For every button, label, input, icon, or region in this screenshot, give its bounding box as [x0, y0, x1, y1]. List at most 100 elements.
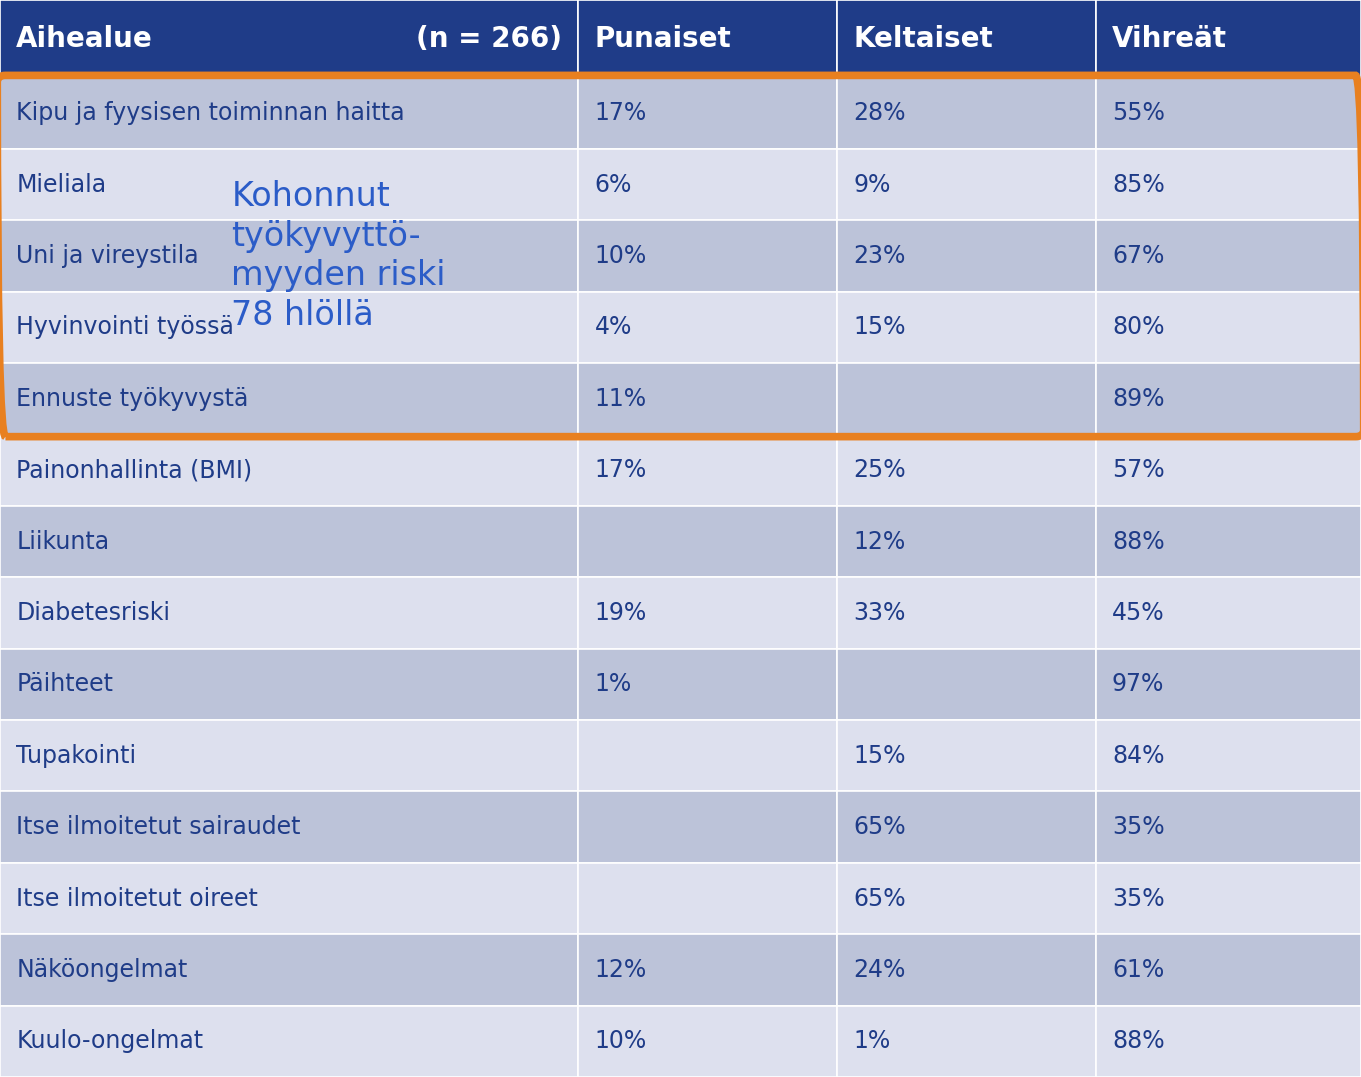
- Text: 23%: 23%: [853, 244, 905, 268]
- Bar: [0, 721, 578, 792]
- Bar: [578, 292, 837, 363]
- Text: Kohonnut
työkyvyttö-
myyden riski
78 hlöllä: Kohonnut työkyvyttö- myyden riski 78 hlö…: [231, 180, 446, 332]
- Bar: [837, 721, 1096, 792]
- Bar: [837, 221, 1096, 292]
- Text: 11%: 11%: [595, 387, 646, 410]
- Text: 33%: 33%: [853, 601, 905, 625]
- Text: 88%: 88%: [1112, 1030, 1165, 1053]
- Bar: [837, 577, 1096, 648]
- Bar: [578, 363, 837, 434]
- Text: 85%: 85%: [1112, 172, 1165, 197]
- Text: Uni ja vireystila: Uni ja vireystila: [16, 244, 199, 268]
- Text: Aihealue: Aihealue: [16, 25, 152, 53]
- Text: Punaiset: Punaiset: [595, 25, 731, 53]
- Bar: [1096, 863, 1361, 934]
- Text: 88%: 88%: [1112, 530, 1165, 554]
- Bar: [0, 0, 578, 78]
- Text: Painonhallinta (BMI): Painonhallinta (BMI): [16, 458, 252, 482]
- Bar: [578, 648, 837, 721]
- Bar: [1096, 506, 1361, 577]
- Text: 35%: 35%: [1112, 886, 1165, 910]
- Text: 45%: 45%: [1112, 601, 1165, 625]
- Bar: [837, 292, 1096, 363]
- Bar: [1096, 577, 1361, 648]
- Text: 55%: 55%: [1112, 101, 1165, 125]
- Text: Keltaiset: Keltaiset: [853, 25, 994, 53]
- Text: 65%: 65%: [853, 815, 906, 839]
- Text: 6%: 6%: [595, 172, 632, 197]
- Bar: [0, 577, 578, 648]
- Bar: [578, 0, 837, 78]
- Text: Itse ilmoitetut oireet: Itse ilmoitetut oireet: [16, 886, 259, 910]
- Text: 97%: 97%: [1112, 672, 1164, 697]
- Bar: [1096, 149, 1361, 221]
- Bar: [578, 577, 837, 648]
- Text: 57%: 57%: [1112, 458, 1165, 482]
- Bar: [1096, 792, 1361, 863]
- Bar: [1096, 221, 1361, 292]
- Text: (n = 266): (n = 266): [416, 25, 562, 53]
- Bar: [837, 506, 1096, 577]
- Text: 1%: 1%: [853, 1030, 890, 1053]
- Bar: [1096, 1006, 1361, 1077]
- Text: 15%: 15%: [853, 316, 906, 339]
- Text: 25%: 25%: [853, 458, 906, 482]
- Bar: [0, 221, 578, 292]
- Bar: [837, 1006, 1096, 1077]
- Text: Ennuste työkyvystä: Ennuste työkyvystä: [16, 387, 249, 410]
- Bar: [1096, 0, 1361, 78]
- Bar: [1096, 292, 1361, 363]
- Text: 4%: 4%: [595, 316, 632, 339]
- Text: 61%: 61%: [1112, 957, 1164, 982]
- Text: 12%: 12%: [595, 957, 646, 982]
- Bar: [578, 221, 837, 292]
- Bar: [578, 863, 837, 934]
- Bar: [0, 292, 578, 363]
- Text: Tupakointi: Tupakointi: [16, 744, 136, 768]
- Text: Kuulo-ongelmat: Kuulo-ongelmat: [16, 1030, 203, 1053]
- Bar: [578, 1006, 837, 1077]
- Bar: [0, 149, 578, 221]
- Bar: [837, 78, 1096, 149]
- Text: Vihreät: Vihreät: [1112, 25, 1226, 53]
- Bar: [1096, 934, 1361, 1006]
- Bar: [837, 0, 1096, 78]
- Bar: [578, 434, 837, 506]
- Text: Päihteet: Päihteet: [16, 672, 113, 697]
- Text: Mieliala: Mieliala: [16, 172, 106, 197]
- Bar: [578, 506, 837, 577]
- Bar: [1096, 78, 1361, 149]
- Text: 10%: 10%: [595, 244, 646, 268]
- Bar: [0, 506, 578, 577]
- Text: 9%: 9%: [853, 172, 890, 197]
- Text: Diabetesriski: Diabetesriski: [16, 601, 170, 625]
- Bar: [837, 934, 1096, 1006]
- Text: Liikunta: Liikunta: [16, 530, 109, 554]
- Bar: [1096, 721, 1361, 792]
- Text: 19%: 19%: [595, 601, 646, 625]
- Text: 80%: 80%: [1112, 316, 1165, 339]
- Text: 89%: 89%: [1112, 387, 1165, 410]
- Text: 10%: 10%: [595, 1030, 646, 1053]
- Text: Itse ilmoitetut sairaudet: Itse ilmoitetut sairaudet: [16, 815, 301, 839]
- Text: 24%: 24%: [853, 957, 905, 982]
- Text: 65%: 65%: [853, 886, 906, 910]
- Text: 35%: 35%: [1112, 815, 1165, 839]
- Bar: [0, 363, 578, 434]
- Bar: [578, 792, 837, 863]
- Bar: [0, 434, 578, 506]
- Bar: [837, 648, 1096, 721]
- Text: Hyvinvointi työssä: Hyvinvointi työssä: [16, 316, 234, 339]
- Text: 17%: 17%: [595, 458, 646, 482]
- Bar: [0, 78, 578, 149]
- Text: 84%: 84%: [1112, 744, 1165, 768]
- Text: 67%: 67%: [1112, 244, 1164, 268]
- Bar: [578, 149, 837, 221]
- Bar: [837, 792, 1096, 863]
- Bar: [1096, 648, 1361, 721]
- Bar: [578, 721, 837, 792]
- Text: 15%: 15%: [853, 744, 906, 768]
- Text: Kipu ja fyysisen toiminnan haitta: Kipu ja fyysisen toiminnan haitta: [16, 101, 406, 125]
- Bar: [837, 363, 1096, 434]
- Bar: [0, 648, 578, 721]
